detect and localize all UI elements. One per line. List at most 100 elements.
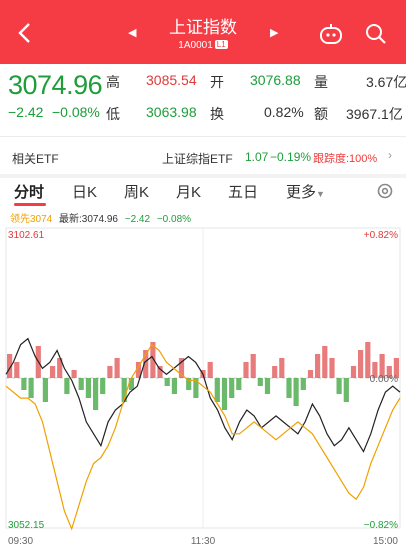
- search-icon[interactable]: [364, 22, 388, 46]
- y-bottom-label: 3052.15: [8, 520, 45, 531]
- volume-bar: [214, 378, 220, 402]
- price-line-1: [5, 343, 401, 531]
- volume-bar: [336, 378, 342, 394]
- volume-bar: [221, 378, 228, 410]
- legend-pct: −0.08%: [156, 214, 192, 225]
- price-lines: [5, 337, 401, 531]
- volume-bar: [186, 378, 192, 390]
- volume-bar: [85, 378, 91, 398]
- x-label-close: 15:00: [373, 536, 398, 547]
- volume-bar: [28, 378, 34, 398]
- amount-value: 3967.1亿: [346, 106, 403, 122]
- chart-legend: 领先3074 最新:3074.96 −2.42 −0.08%: [10, 210, 195, 225]
- volume-bar: [272, 366, 278, 378]
- etf-label: 相关ETF: [12, 152, 59, 166]
- volume-bar: [358, 350, 364, 378]
- volume-bar: [229, 378, 235, 398]
- volume-bar: [236, 378, 242, 390]
- amount-label: 额: [314, 106, 328, 122]
- x-label-open: 09:30: [8, 536, 33, 547]
- volume-bar: [157, 366, 163, 378]
- tab-intraday[interactable]: 分时: [14, 184, 45, 201]
- volume-bar: [21, 378, 27, 390]
- volume-bar: [257, 378, 263, 386]
- volume-bar: [78, 378, 84, 390]
- volume-bar: [64, 378, 70, 394]
- high-label: 高: [106, 74, 120, 90]
- volume-bar: [193, 378, 199, 398]
- open-value: 3076.88: [250, 72, 301, 88]
- volume-bars: [7, 342, 399, 410]
- volume-bar: [93, 378, 99, 410]
- x-label-midday: 11:30: [191, 536, 216, 547]
- prev-stock-icon[interactable]: ◀: [128, 27, 137, 39]
- robot-assistant-icon[interactable]: [318, 22, 344, 46]
- legend-latest: 最新:3074.96: [59, 214, 118, 225]
- high-value: 3085.54: [146, 72, 197, 88]
- page-title: 上证指数: [169, 18, 237, 37]
- chevron-right-icon: ›: [388, 148, 392, 162]
- volume-bar: [121, 378, 127, 402]
- volume-bar: [71, 370, 77, 378]
- volume-bar: [243, 362, 249, 378]
- legend-change: −2.42: [124, 214, 151, 225]
- next-stock-icon[interactable]: ▶: [270, 27, 279, 39]
- open-label: 开: [210, 74, 224, 90]
- volume-bar: [365, 342, 371, 378]
- pct-bottom-label: −0.82%: [364, 520, 398, 531]
- volume-bar: [293, 378, 299, 406]
- pct-top-label: +0.82%: [364, 230, 398, 241]
- volume-label: 量: [314, 74, 328, 90]
- header-bar: ◀ 上证指数 1A0001 L1 ▶: [0, 0, 406, 64]
- y-top-label: 3102.61: [8, 230, 45, 241]
- tab-monthly-k[interactable]: 月K: [176, 184, 202, 201]
- volume-bar: [128, 378, 134, 390]
- volume-bar: [286, 378, 292, 398]
- volume-bar: [307, 370, 314, 378]
- volume-bar: [164, 378, 170, 386]
- volume-bar: [14, 362, 20, 378]
- volume-bar: [150, 342, 156, 378]
- volume-bar: [135, 362, 142, 378]
- volume-value: 3.67亿: [366, 74, 406, 90]
- pct-mid-label: 0.00%: [370, 374, 398, 385]
- low-value: 3063.98: [146, 104, 197, 120]
- stock-code: 1A0001 L1: [178, 40, 228, 51]
- volume-bar: [107, 366, 113, 378]
- volume-bar: [372, 362, 378, 378]
- volume-bar: [300, 378, 306, 390]
- volume-bar: [171, 378, 177, 394]
- volume-bar: [343, 378, 349, 402]
- back-arrow-icon[interactable]: [14, 20, 36, 46]
- settings-gear-icon[interactable]: [376, 182, 394, 200]
- intraday-chart[interactable]: 3102.61 +0.82% 0.00% 3052.15 −0.82% 09:3…: [0, 222, 406, 552]
- volume-bar: [178, 358, 185, 378]
- volume-bar: [386, 366, 392, 378]
- etf-name: 上证综指ETF: [162, 152, 233, 166]
- volume-bar: [207, 362, 213, 378]
- tab-weekly-k[interactable]: 周K: [124, 184, 150, 201]
- turnover-value: 0.82%: [264, 104, 304, 120]
- index-price: 3074.96: [8, 70, 103, 100]
- legend-lead: 领先3074: [10, 214, 53, 225]
- tab-daily-k[interactable]: 日K: [72, 184, 98, 201]
- volume-bar: [250, 354, 256, 378]
- volume-bar: [393, 358, 399, 378]
- etf-change: −0.19%: [270, 150, 312, 164]
- turnover-label: 换: [210, 106, 224, 122]
- volume-bar: [379, 354, 385, 378]
- low-label: 低: [106, 106, 120, 122]
- related-etf-bar[interactable]: 相关ETF 上证综指ETF 1.07 −0.19% 跟踪度:100% ›: [0, 140, 406, 174]
- divider: [0, 136, 406, 137]
- volume-bar: [143, 350, 149, 378]
- tab-five-day[interactable]: 五日: [228, 184, 259, 201]
- volume-bar: [50, 366, 56, 378]
- volume-bar: [315, 354, 321, 378]
- active-tab-indicator: [14, 203, 46, 206]
- etf-tracking: 跟踪度:100%: [313, 153, 378, 165]
- volume-bar: [42, 378, 48, 402]
- tab-more[interactable]: 更多▼: [286, 184, 325, 201]
- level-badge: L1: [214, 40, 228, 49]
- volume-bar: [57, 358, 63, 378]
- etf-price: 1.07: [245, 150, 269, 164]
